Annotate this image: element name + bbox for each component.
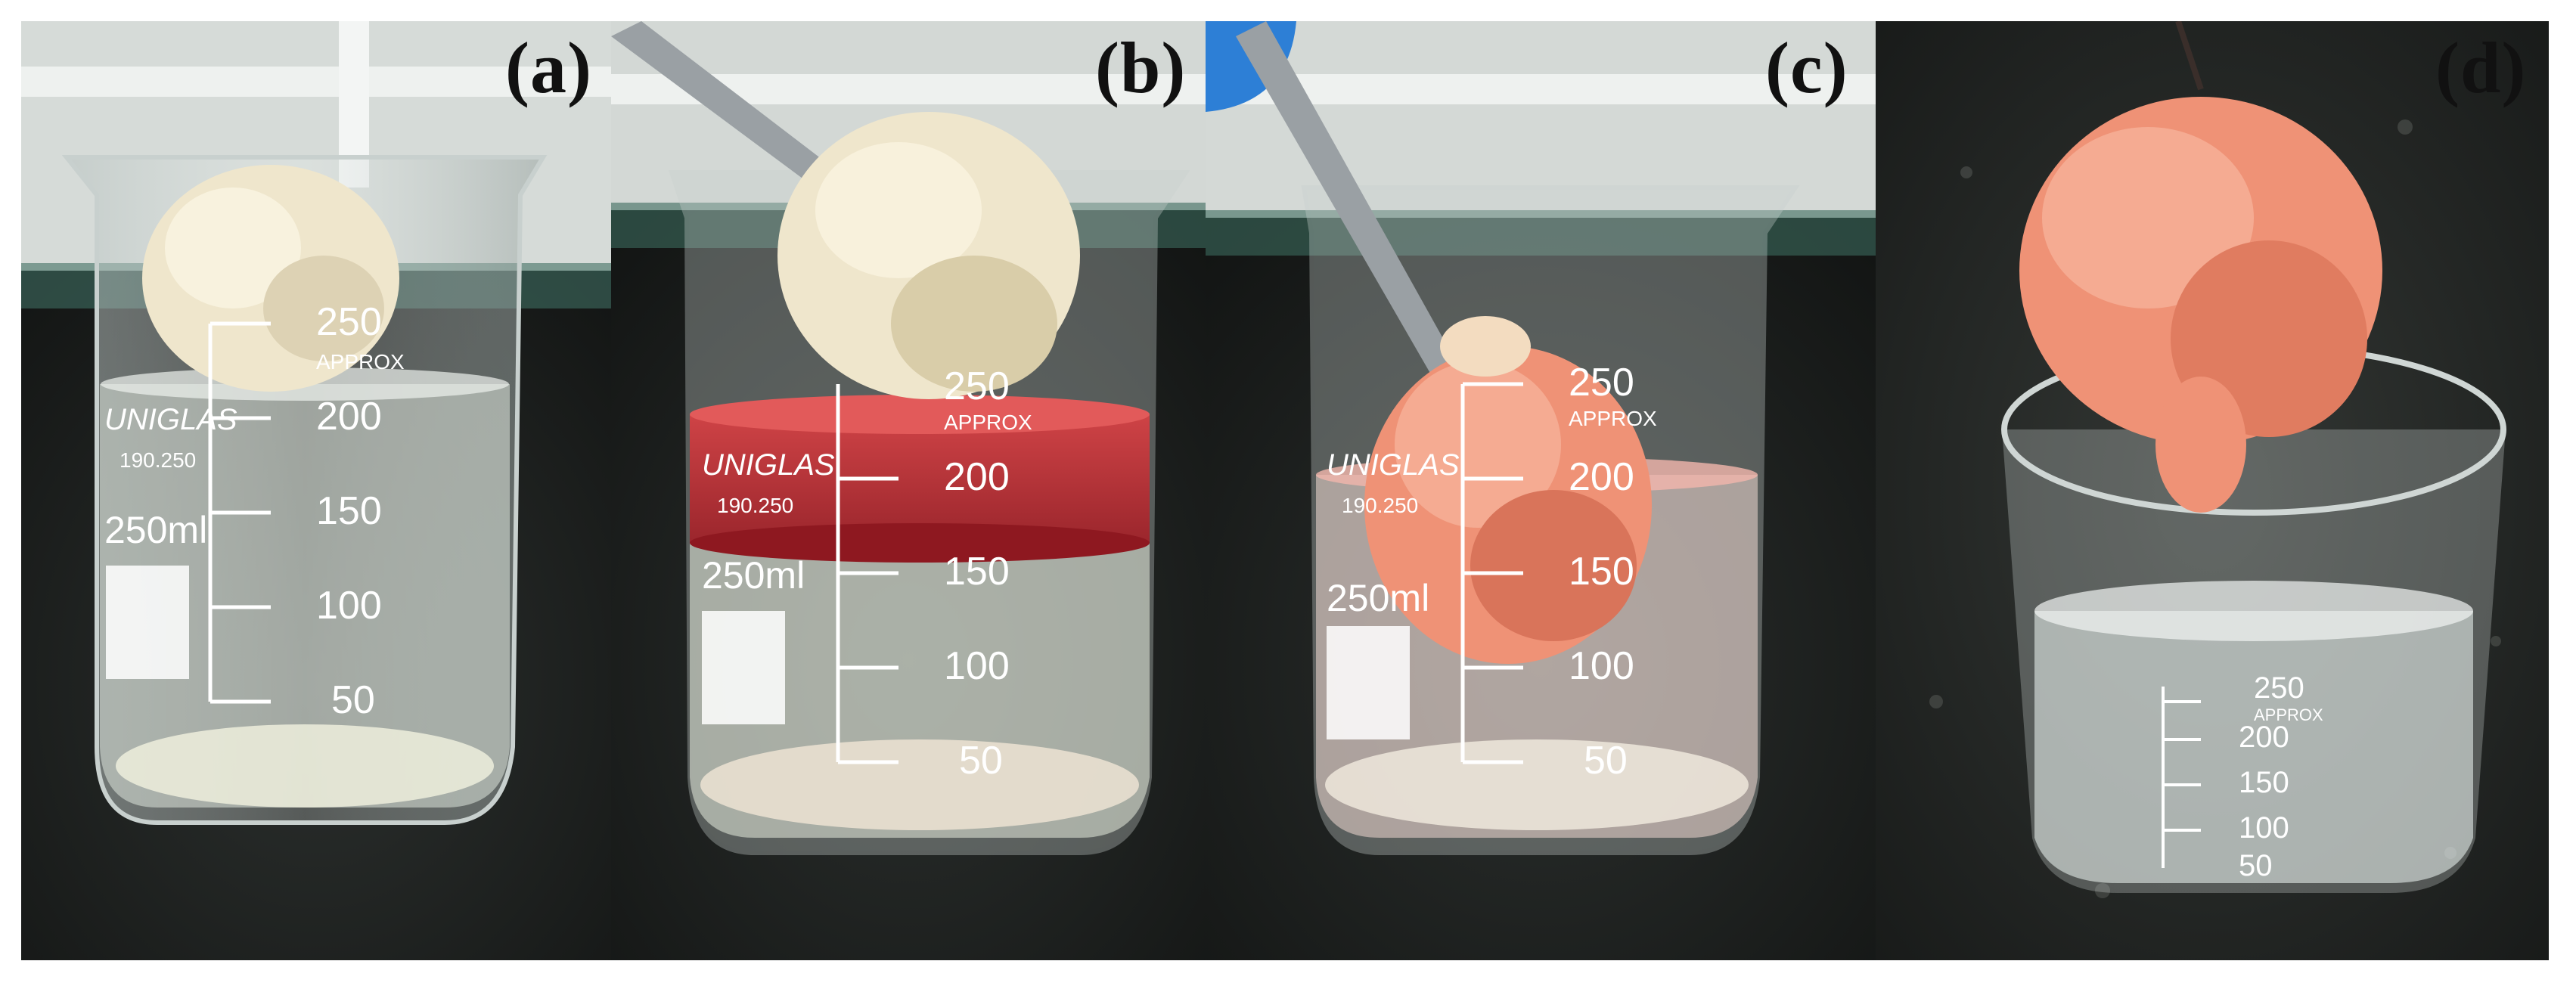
graduation-ticks [2162,687,2201,868]
panel-b-photo: 250 200 150 100 50 APPROX UNIGLAS 190.25… [611,21,1206,960]
mark-250: 250 [2254,671,2304,705]
mark-50: 50 [2239,849,2273,882]
panel-label-d: (d) [2435,27,2527,108]
brand-text: UNIGLAS [104,403,237,436]
capacity-text: 250ml [702,554,805,597]
mark-100: 100 [1569,644,1634,688]
panel-a-photo: 250 200 150 100 50 APPROX UNIGLAS 190.25… [21,21,611,960]
mark-250: 250 [944,364,1010,408]
mark-150: 150 [2239,766,2289,799]
approx-text: APPROX [944,411,1032,434]
mark-150: 150 [1569,550,1634,594]
mark-200: 200 [1569,455,1634,499]
graduation-ticks [208,321,271,704]
fiber-sample-orange [1364,316,1652,664]
model-text: 190.250 [1342,494,1418,517]
mark-100: 100 [316,584,382,628]
tweezers [1236,21,1485,429]
mark-50: 50 [1584,739,1628,783]
fiber-sample-orange [2019,97,2382,513]
approx-text: APPROX [316,350,405,374]
panel-d: 250 200 150 100 50 APPROX (d) [1876,21,2549,960]
mark-200: 200 [2239,721,2289,754]
panel-a: 250 200 150 100 50 APPROX UNIGLAS 190.25… [21,21,611,960]
panel-label-a: (a) [505,27,592,108]
mark-250: 250 [1569,361,1634,405]
graduation-ticks [836,384,898,764]
hanging-wire [2175,21,2204,91]
model-text: 190.250 [119,448,196,472]
fiber-sample-white [142,165,399,392]
panel-c-photo: 250 200 150 100 50 APPROX UNIGLAS 190.25… [1206,21,1876,960]
solution-clear [2034,611,2473,883]
beaker-label [106,566,189,679]
mark-200: 200 [944,455,1010,499]
mark-50: 50 [959,739,1003,783]
beaker [668,170,1190,855]
beaker-label [1327,626,1410,739]
solution-clear [100,384,510,808]
beaker [2001,343,2506,893]
model-text: 190.250 [717,494,793,517]
mark-100: 100 [2239,811,2289,845]
mark-50: 50 [331,678,375,722]
brand-text: UNIGLAS [1327,448,1460,482]
panel-label-b: (b) [1095,27,1187,108]
mark-200: 200 [316,395,382,439]
brand-text: UNIGLAS [702,448,835,482]
solution-red [690,414,1150,543]
fiber-sample-white [777,112,1080,399]
beaker-label [702,611,785,724]
approx-text: APPROX [1569,407,1657,430]
panel-c: 250 200 150 100 50 APPROX UNIGLAS 190.25… [1206,21,1876,960]
panel-label-c: (c) [1765,27,1848,108]
capacity-text: 250ml [1327,577,1429,619]
graduation-ticks [1460,382,1523,764]
approx-text: APPROX [2254,705,2323,724]
panel-d-photo: 250 200 150 100 50 APPROX [1876,21,2549,960]
mark-150: 150 [316,489,382,533]
mark-150: 150 [944,550,1010,594]
mark-250: 250 [316,300,382,344]
mark-100: 100 [944,644,1010,688]
capacity-text: 250ml [104,509,207,551]
panel-b: 250 200 150 100 50 APPROX UNIGLAS 190.25… [611,21,1206,960]
